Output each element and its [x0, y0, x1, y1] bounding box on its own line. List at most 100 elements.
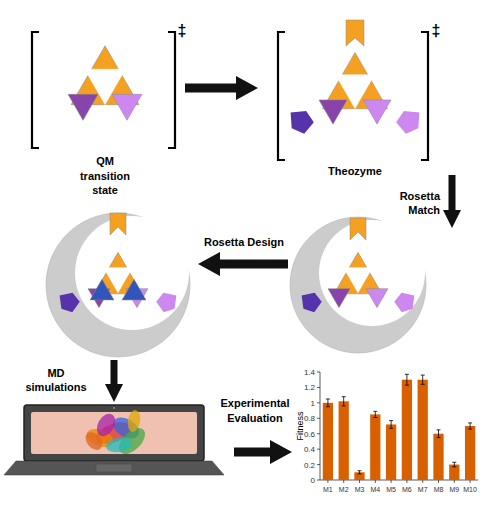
wedge-arrow [396, 111, 419, 134]
axes: 00.20.40.60.811.21.4M1M2M3M4M5M6M7M8M9M1… [295, 368, 478, 493]
annotation-line: Theozyme [328, 165, 382, 177]
camera [113, 407, 115, 409]
annotation-line: state [92, 184, 118, 196]
bar [433, 434, 443, 480]
annotation: ‡ [432, 22, 441, 39]
error-bar-line [470, 423, 471, 429]
error-bar [342, 397, 346, 406]
annotation-line: Evaluation [227, 412, 283, 424]
annotation: Experimental Evaluation [220, 397, 289, 423]
x-tick [422, 480, 423, 483]
y-tick-label: 1.2 [304, 383, 316, 392]
error-bar-line [438, 430, 439, 438]
bar [449, 465, 459, 480]
bookmark [346, 20, 364, 46]
annotation: RosettaMatch [400, 190, 441, 216]
annotation-line: transition [80, 170, 130, 182]
error-bar-line [359, 471, 360, 474]
flow-arrow [105, 360, 123, 402]
figure: ‡ QM transition state ‡ Theozyme RosettaMatch R… [0, 0, 484, 509]
y-tick-label: 1 [311, 399, 316, 408]
error-bar [437, 430, 441, 438]
error-bar-line [391, 421, 392, 429]
bar [323, 403, 333, 480]
protein-pocket [319, 220, 425, 326]
protein-blob [126, 409, 142, 433]
flow-arrow [234, 440, 292, 464]
annotation: ‡ [178, 22, 187, 39]
x-tick-label: M10 [463, 486, 477, 493]
bracket [421, 32, 428, 160]
x-tick [406, 480, 407, 483]
error-bar [373, 411, 377, 417]
x-tick-label: M4 [370, 486, 380, 493]
error-bar [405, 374, 409, 385]
x-tick [327, 480, 328, 483]
x-tick-label: M6 [402, 486, 412, 493]
protein-blob [82, 429, 106, 453]
residue-triangle [319, 100, 347, 124]
y-tick-label: 1.4 [304, 368, 316, 377]
error-bar-cap [468, 422, 472, 423]
flow-arrow [198, 252, 288, 276]
error-bar-cap [405, 385, 409, 386]
design-triangle [122, 279, 146, 300]
y-tick-label: 0.8 [304, 414, 316, 423]
error-bar-cap [421, 384, 425, 385]
y-tick-label: 0.2 [304, 461, 316, 470]
x-tick [375, 480, 376, 483]
annotation-line: Rosetta Design [204, 236, 284, 248]
y-tick-label: 0.6 [304, 430, 316, 439]
x-tick [454, 480, 455, 483]
plot-area [323, 374, 475, 480]
error-bar-cap [389, 428, 393, 429]
x-tick-label: M9 [449, 486, 459, 493]
x-tick-label: M8 [434, 486, 444, 493]
error-bar-cap [405, 374, 409, 375]
error-bar-line [406, 374, 407, 385]
bracket [168, 32, 175, 148]
error-bar-cap [452, 466, 456, 467]
x-tick [391, 480, 392, 483]
substrate-triangle [334, 252, 382, 294]
error-bar-line [343, 397, 344, 406]
flow-arrow [443, 175, 461, 228]
error-bar-cap [437, 429, 441, 430]
x-tick-label: M3 [355, 486, 365, 493]
error-bar-line [327, 399, 328, 407]
x-tick [359, 480, 360, 483]
annotation-line: MD [47, 367, 64, 379]
annotation-line: QM [96, 155, 114, 167]
bar [370, 414, 380, 480]
y-axis-label: Fitness [295, 411, 305, 441]
annotation-line: Experimental [220, 397, 289, 409]
wedge-arrow [60, 293, 80, 313]
y-tick [317, 372, 320, 373]
x-tick [470, 480, 471, 483]
error-bar [452, 462, 456, 467]
bar [354, 472, 364, 480]
annotation-line: ‡ [432, 22, 441, 39]
residue-triangle [68, 94, 98, 120]
x-tick-label: M5 [386, 486, 396, 493]
touchpad [96, 464, 132, 472]
error-bar-cap [358, 470, 362, 471]
wedge-arrow [156, 293, 176, 313]
laptop-base [4, 461, 224, 475]
residue-triangle [363, 100, 391, 124]
error-bar-cap [373, 417, 377, 418]
design-triangle [90, 279, 114, 300]
bracket [278, 32, 285, 160]
annotation: Rosetta Design [204, 236, 284, 248]
y-tick [317, 464, 320, 465]
error-bar-line [454, 462, 455, 467]
error-bar-cap [373, 411, 377, 412]
y-tick-label: 0.4 [304, 445, 316, 454]
bookmark [350, 218, 366, 240]
error-bar-cap [389, 420, 393, 421]
error-bar-cap [468, 429, 472, 430]
bracket [32, 32, 39, 148]
error-bar-line [422, 375, 423, 384]
annotation: MDsimulations [25, 367, 86, 393]
wedge-arrow [291, 111, 314, 134]
